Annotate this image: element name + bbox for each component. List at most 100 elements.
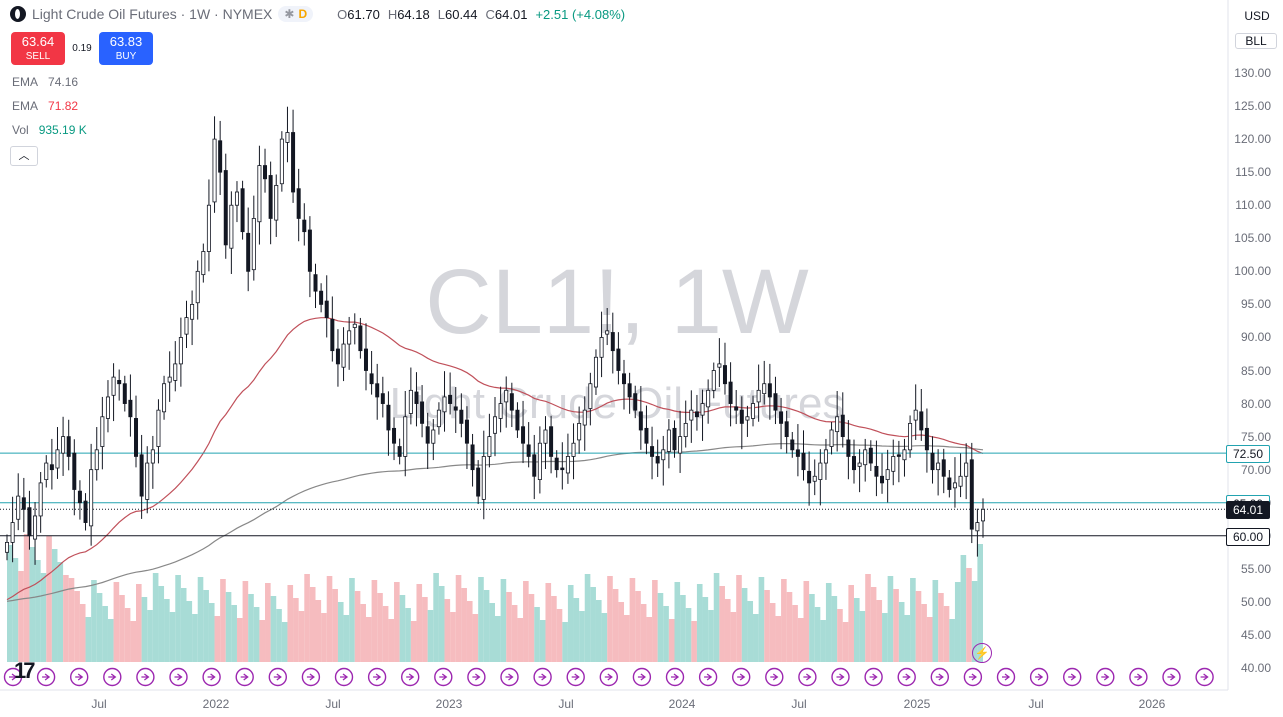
candle-body[interactable] [767, 383, 772, 398]
candle-body[interactable] [324, 300, 329, 319]
candle-body[interactable] [706, 389, 711, 408]
event-marker-icon[interactable] [136, 667, 155, 687]
candle-body[interactable] [330, 318, 335, 352]
candle-body[interactable] [891, 456, 896, 472]
candle-body[interactable] [313, 274, 318, 292]
event-marker-icon[interactable] [1062, 667, 1082, 687]
event-marker-icon[interactable] [434, 667, 453, 687]
candle-body[interactable] [162, 383, 167, 413]
candle-body[interactable] [150, 449, 155, 464]
candle-body[interactable] [784, 421, 789, 438]
candle-body[interactable] [739, 409, 744, 424]
candle-body[interactable] [829, 429, 834, 447]
candle-body[interactable] [605, 330, 610, 335]
candle-body[interactable] [352, 323, 357, 328]
event-marker-icon[interactable] [401, 667, 420, 687]
event-marker-icon[interactable] [897, 667, 916, 687]
candle-body[interactable] [44, 462, 49, 480]
sell-button[interactable]: 63.64 SELL [11, 32, 65, 65]
lightning-icon[interactable]: ⚡ [972, 643, 992, 663]
buy-button[interactable]: 63.83 BUY [99, 32, 153, 65]
candle-body[interactable] [307, 229, 312, 272]
candle-body[interactable] [156, 409, 161, 447]
collapse-legend-button[interactable]: ︿ [10, 146, 38, 166]
candle-body[interactable] [190, 303, 195, 320]
candle-body[interactable] [291, 132, 296, 193]
candle-body[interactable] [835, 416, 840, 433]
candle-body[interactable] [868, 447, 873, 464]
unit-selector[interactable]: BLL [1235, 33, 1277, 49]
event-marker-icon[interactable] [1096, 667, 1115, 687]
candle-body[interactable] [610, 332, 615, 352]
candle-body[interactable] [431, 429, 436, 444]
candle-body[interactable] [420, 401, 425, 424]
candle-body[interactable] [229, 204, 234, 249]
candle-body[interactable] [16, 495, 21, 520]
candle-body[interactable] [201, 251, 206, 276]
event-marker-icon[interactable] [367, 667, 387, 687]
candle-body[interactable] [386, 404, 391, 431]
candle-body[interactable] [33, 515, 38, 540]
candle-body[interactable] [779, 411, 784, 424]
candle-body[interactable] [941, 459, 946, 477]
candle-body[interactable] [448, 394, 453, 404]
candle-body[interactable] [453, 406, 458, 411]
candle-body[interactable] [509, 393, 514, 411]
candle-body[interactable] [975, 522, 980, 532]
candle-body[interactable] [655, 456, 660, 464]
event-marker-icon[interactable] [665, 667, 685, 687]
candle-body[interactable] [347, 330, 352, 345]
candle-body[interactable] [622, 373, 627, 385]
candle-body[interactable] [212, 138, 217, 203]
candle-body[interactable] [178, 337, 183, 365]
event-marker-icon[interactable] [334, 667, 354, 687]
candle-body[interactable] [223, 170, 228, 246]
candle-body[interactable] [560, 467, 565, 471]
candle-body[interactable] [801, 452, 806, 471]
candle-body[interactable] [880, 475, 885, 484]
event-marker-icon[interactable] [103, 667, 122, 687]
candle-body[interactable] [459, 409, 464, 424]
candle-body[interactable] [117, 380, 122, 385]
candle-body[interactable] [251, 218, 256, 271]
candle-body[interactable] [689, 409, 694, 421]
candle-body[interactable] [863, 449, 868, 466]
candle-body[interactable] [414, 391, 419, 404]
candle-body[interactable] [206, 204, 211, 252]
candle-body[interactable] [487, 436, 492, 457]
event-marker-icon[interactable] [765, 667, 784, 687]
candle-body[interactable] [375, 383, 380, 398]
candle-body[interactable] [139, 454, 144, 497]
candle-body[interactable] [128, 399, 133, 418]
candle-body[interactable] [711, 370, 716, 391]
candle-body[interactable] [55, 449, 60, 469]
candle-body[interactable] [633, 393, 638, 411]
candle-body[interactable] [476, 467, 481, 497]
candle-body[interactable] [105, 396, 110, 419]
candle-body[interactable] [408, 389, 413, 414]
candle-body[interactable] [302, 219, 307, 233]
candle-body[interactable] [380, 393, 385, 404]
event-marker-icon[interactable] [69, 667, 89, 687]
candle-body[interactable] [296, 188, 301, 219]
candle-body[interactable] [89, 469, 94, 527]
candle-body[interactable] [638, 411, 643, 431]
candle-body[interactable] [694, 411, 699, 418]
event-marker-icon[interactable] [1195, 667, 1214, 687]
candle-body[interactable] [285, 132, 290, 143]
candle-body[interactable] [5, 541, 10, 553]
candle-body[interactable] [812, 475, 817, 482]
event-marker-icon[interactable] [798, 667, 817, 687]
candle-body[interactable] [919, 411, 924, 431]
candle-body[interactable] [565, 456, 570, 474]
candle-body[interactable] [470, 444, 475, 471]
candle-body[interactable] [61, 436, 66, 454]
candle-body[interactable] [100, 416, 105, 447]
candle-body[interactable] [947, 477, 952, 490]
tradingview-logo[interactable]: 17 [14, 658, 36, 683]
candle-body[interactable] [246, 232, 251, 272]
candle-body[interactable] [823, 449, 828, 464]
candle-body[interactable] [795, 449, 800, 457]
candle-body[interactable] [896, 454, 901, 457]
